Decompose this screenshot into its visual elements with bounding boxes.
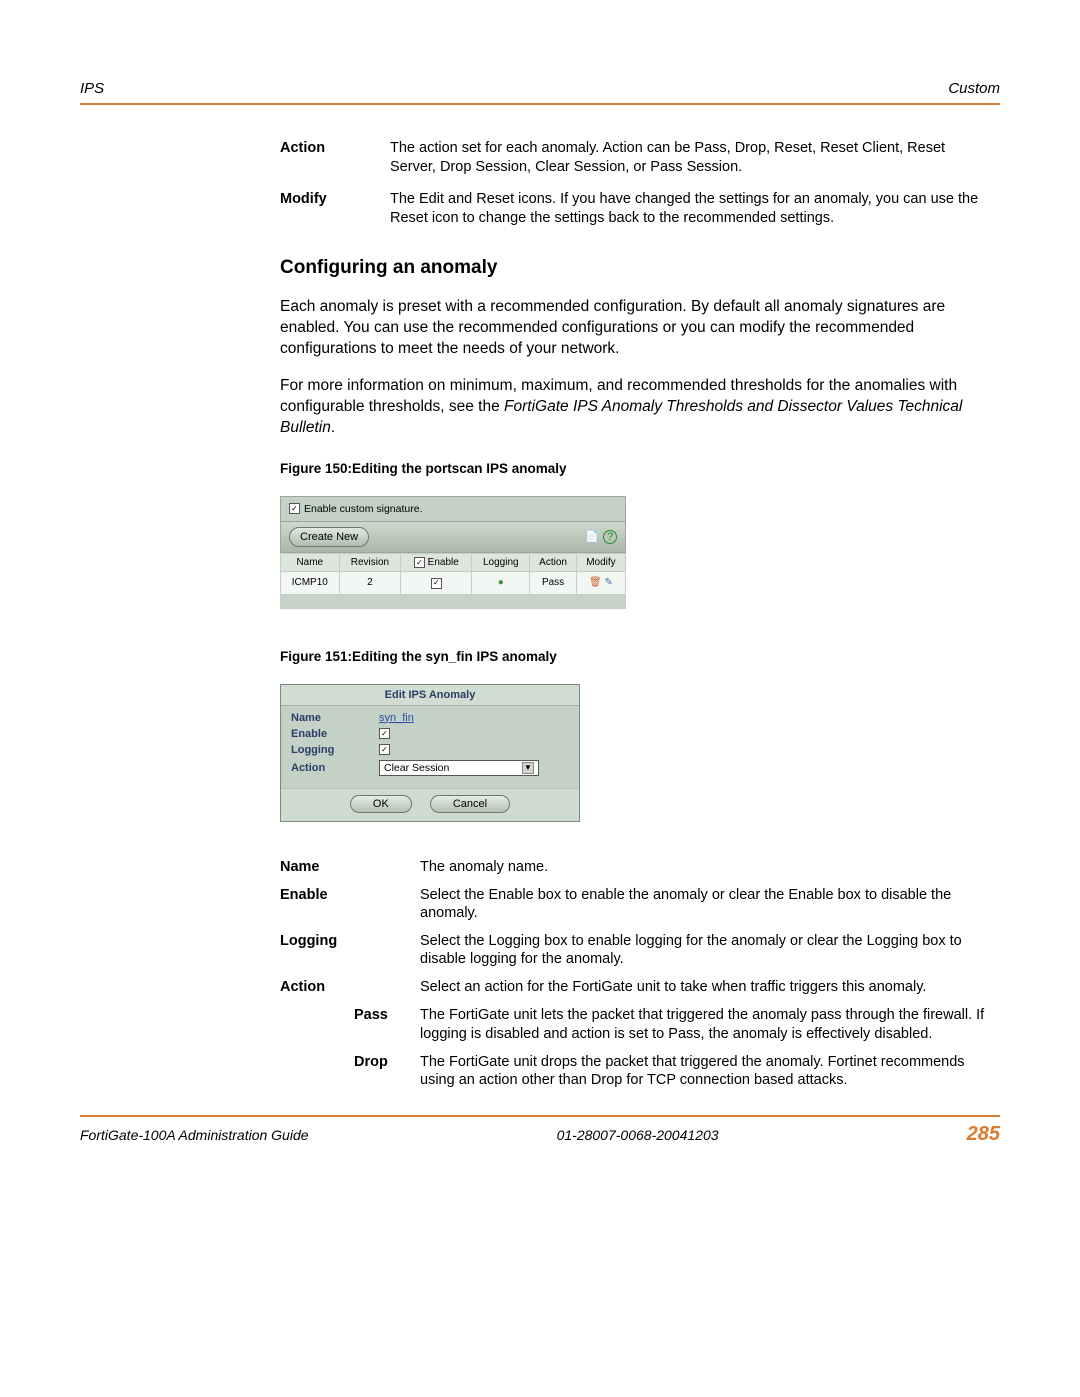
def-desc: The Edit and Reset icons. If you have ch… [390, 190, 990, 227]
doc-icon[interactable]: 📄 [585, 530, 599, 544]
col-action: Action [530, 553, 577, 572]
def-logging: Logging Select the Logging box to enable… [280, 932, 990, 968]
edit-icon[interactable]: ✎ [605, 577, 613, 588]
def-desc: The anomaly name. [420, 858, 990, 876]
header-right: Custom [948, 80, 1000, 97]
log-icon[interactable]: ● [498, 577, 504, 588]
create-new-button[interactable]: Create New [289, 527, 369, 547]
def-action-lower: Action Select an action for the FortiGat… [280, 978, 990, 996]
def-action: Action The action set for each anomaly. … [280, 139, 990, 176]
cell-revision: 2 [339, 572, 401, 595]
intro-paragraph-1: Each anomaly is preset with a recommende… [280, 297, 990, 360]
footer-doc-id: 01-28007-0068-20041203 [557, 1127, 719, 1143]
header-rule [80, 103, 1000, 105]
page-content: Action The action set for each anomaly. … [280, 139, 990, 1089]
col-revision: Revision [339, 553, 401, 572]
def-term: Name [280, 858, 420, 876]
action-label: Action [291, 762, 379, 774]
create-new-row: Create New 📄 ? [280, 522, 626, 553]
ok-button[interactable]: OK [350, 795, 412, 813]
def-enable: Enable Select the Enable box to enable t… [280, 886, 990, 922]
figure-150-panel: ✓ Enable custom signature. Create New 📄 … [280, 496, 626, 609]
dialog-title: Edit IPS Anomaly [281, 685, 579, 706]
page-footer: FortiGate-100A Administration Guide 01-2… [80, 1123, 1000, 1146]
enable-all-checkbox[interactable]: ✓ [414, 557, 425, 568]
cell-logging: ● [472, 572, 530, 595]
def-term: Action [280, 978, 420, 996]
subdef-desc: The FortiGate unit lets the packet that … [420, 1006, 990, 1042]
col-modify: Modify [576, 553, 625, 572]
action-select[interactable]: Clear Session ▼ [379, 760, 539, 776]
action-select-value: Clear Session [384, 762, 449, 774]
enable-label: Enable [291, 728, 379, 740]
chevron-down-icon: ▼ [522, 762, 534, 774]
def-desc: Select an action for the FortiGate unit … [420, 978, 990, 996]
logging-checkbox[interactable]: ✓ [379, 744, 390, 755]
def-term: Modify [280, 190, 390, 227]
cell-modify: 🗑 ✎ [576, 572, 625, 595]
dialog-row-logging: Logging ✓ [291, 744, 569, 756]
para2-c: . [331, 419, 335, 436]
delete-icon[interactable]: 🗑 [589, 577, 602, 588]
help-icon[interactable]: ? [603, 530, 617, 544]
footer-page-number: 285 [967, 1123, 1000, 1146]
footer-rule [80, 1115, 1000, 1117]
header-left: IPS [80, 80, 104, 97]
col-enable: ✓ Enable [401, 553, 472, 572]
name-label: Name [291, 712, 379, 724]
toolbar-icons: 📄 ? [585, 530, 617, 544]
def-desc: The action set for each anomaly. Action … [390, 139, 990, 176]
def-name: Name The anomaly name. [280, 858, 990, 876]
def-term: Enable [280, 886, 420, 922]
col-logging: Logging [472, 553, 530, 572]
section-heading: Configuring an anomaly [280, 257, 990, 279]
enable-custom-sig-checkbox[interactable]: ✓ [289, 503, 300, 514]
page-header: IPS Custom [80, 80, 1000, 97]
subdef-pass: Pass The FortiGate unit lets the packet … [354, 1006, 990, 1042]
cell-enable: ✓ [401, 572, 472, 595]
table-row: ICMP10 2 ✓ ● Pass 🗑 ✎ [281, 572, 626, 595]
enable-custom-sig-row: ✓ Enable custom signature. [280, 496, 626, 522]
subdef-term: Drop [354, 1053, 420, 1089]
enable-custom-sig-label: Enable custom signature. [304, 503, 422, 515]
col-enable-text: Enable [428, 557, 459, 568]
dialog-row-name: Name syn_fin [291, 712, 569, 724]
def-modify: Modify The Edit and Reset icons. If you … [280, 190, 990, 227]
def-desc: Select the Logging box to enable logging… [420, 932, 990, 968]
name-value[interactable]: syn_fin [379, 712, 414, 724]
def-term: Logging [280, 932, 420, 968]
figure-151-caption: Figure 151:Editing the syn_fin IPS anoma… [280, 649, 990, 664]
logging-label: Logging [291, 744, 379, 756]
cell-name: ICMP10 [281, 572, 340, 595]
cell-action: Pass [530, 572, 577, 595]
table-footer-row [281, 594, 626, 608]
signature-table: Name Revision ✓ Enable Logging Action Mo… [280, 553, 626, 609]
dialog-row-enable: Enable ✓ [291, 728, 569, 740]
figure-150-caption: Figure 150:Editing the portscan IPS anom… [280, 461, 990, 476]
intro-paragraph-2: For more information on minimum, maximum… [280, 376, 990, 439]
footer-guide-title: FortiGate-100A Administration Guide [80, 1127, 309, 1143]
dialog-button-row: OK Cancel [281, 788, 579, 821]
subdef-drop: Drop The FortiGate unit drops the packet… [354, 1053, 990, 1089]
figure-151-dialog: Edit IPS Anomaly Name syn_fin Enable ✓ L… [280, 684, 580, 822]
dialog-body: Name syn_fin Enable ✓ Logging ✓ Action C… [281, 706, 579, 788]
table-header-row: Name Revision ✓ Enable Logging Action Mo… [281, 553, 626, 572]
dialog-row-action: Action Clear Session ▼ [291, 760, 569, 776]
def-term: Action [280, 139, 390, 176]
col-name: Name [281, 553, 340, 572]
cancel-button[interactable]: Cancel [430, 795, 510, 813]
row-enable-checkbox[interactable]: ✓ [431, 578, 442, 589]
subdef-term: Pass [354, 1006, 420, 1042]
subdef-desc: The FortiGate unit drops the packet that… [420, 1053, 990, 1089]
enable-checkbox[interactable]: ✓ [379, 728, 390, 739]
def-desc: Select the Enable box to enable the anom… [420, 886, 990, 922]
